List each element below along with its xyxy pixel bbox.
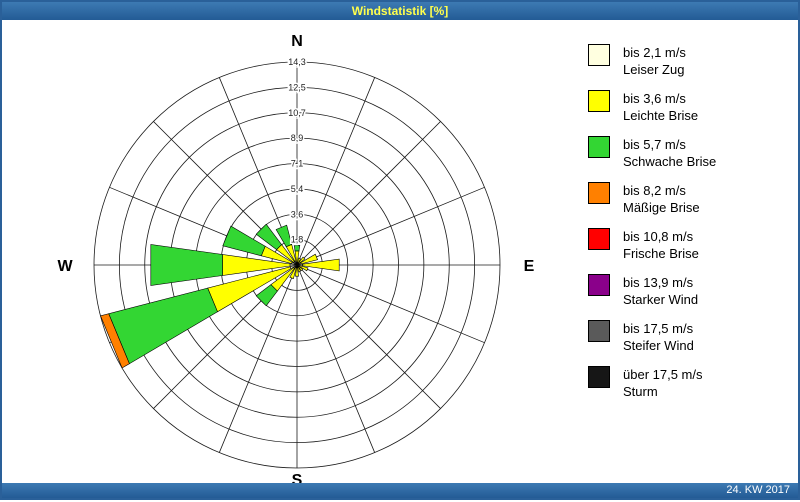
legend-speed: über 17,5 m/s (623, 367, 703, 382)
window-title: Windstatistik [%] (351, 4, 449, 18)
legend-item: über 17,5 m/s Sturm (588, 366, 716, 400)
legend-name: Frische Brise (623, 246, 699, 261)
compass-label-north: N (291, 33, 303, 50)
svg-text:5,4: 5,4 (291, 184, 304, 194)
legend-swatch (588, 182, 610, 204)
legend-swatch (588, 90, 610, 112)
legend-swatch (588, 320, 610, 342)
legend-speed: bis 17,5 m/s (623, 321, 694, 336)
legend-item: bis 3,6 m/s Leichte Brise (588, 90, 716, 124)
legend-speed: bis 13,9 m/s (623, 275, 694, 290)
legend-name: Starker Wind (623, 292, 699, 307)
legend-name: Mäßige Brise (623, 200, 700, 215)
legend-speed: bis 3,6 m/s (623, 91, 686, 106)
svg-text:3,6: 3,6 (291, 209, 304, 219)
window-status-bar: 24. KW 2017 (2, 483, 798, 498)
svg-text:8,9: 8,9 (291, 133, 304, 143)
svg-text:10,7: 10,7 (288, 108, 306, 118)
compass-label-east: E (524, 258, 535, 275)
legend-item: bis 13,9 m/s Starker Wind (588, 274, 716, 308)
legend-swatch (588, 274, 610, 296)
legend-speed: bis 10,8 m/s (623, 229, 694, 244)
window-title-bar: Windstatistik [%] (2, 2, 798, 20)
legend-item: bis 10,8 m/s Frische Brise (588, 228, 716, 262)
legend-name: Leiser Zug (623, 62, 685, 77)
legend-name: Sturm (623, 384, 658, 399)
legend-swatch (588, 366, 610, 388)
wind-speed-legend: bis 2,1 m/s Leiser Zug bis 3,6 m/s Leich… (588, 44, 716, 400)
legend-speed: bis 2,1 m/s (623, 45, 686, 60)
windrose-petals (100, 223, 340, 369)
svg-text:1,8: 1,8 (291, 235, 304, 245)
legend-item: bis 5,7 m/s Schwache Brise (588, 136, 716, 170)
svg-text:14,3: 14,3 (288, 57, 306, 67)
legend-item: bis 17,5 m/s Steifer Wind (588, 320, 716, 354)
legend-swatch (588, 136, 610, 158)
svg-text:7,1: 7,1 (291, 159, 304, 169)
legend-name: Steifer Wind (623, 338, 694, 353)
legend-swatch (588, 228, 610, 250)
legend-item: bis 2,1 m/s Leiser Zug (588, 44, 716, 78)
legend-speed: bis 8,2 m/s (623, 183, 686, 198)
svg-text:12,5: 12,5 (288, 82, 306, 92)
legend-name: Leichte Brise (623, 108, 699, 123)
radial-axis-labels: 1,8 3,6 5,4 7,1 8,9 10,7 12,5 14,3 (287, 56, 308, 247)
legend-speed: bis 5,7 m/s (623, 137, 686, 152)
legend-item: bis 8,2 m/s Mäßige Brise (588, 182, 716, 216)
week-label: 24. KW 2017 (726, 484, 790, 496)
legend-name: Schwache Brise (623, 154, 717, 169)
legend-swatch (588, 44, 610, 66)
compass-label-west: W (57, 258, 73, 275)
compass-label-south: S (292, 472, 303, 489)
